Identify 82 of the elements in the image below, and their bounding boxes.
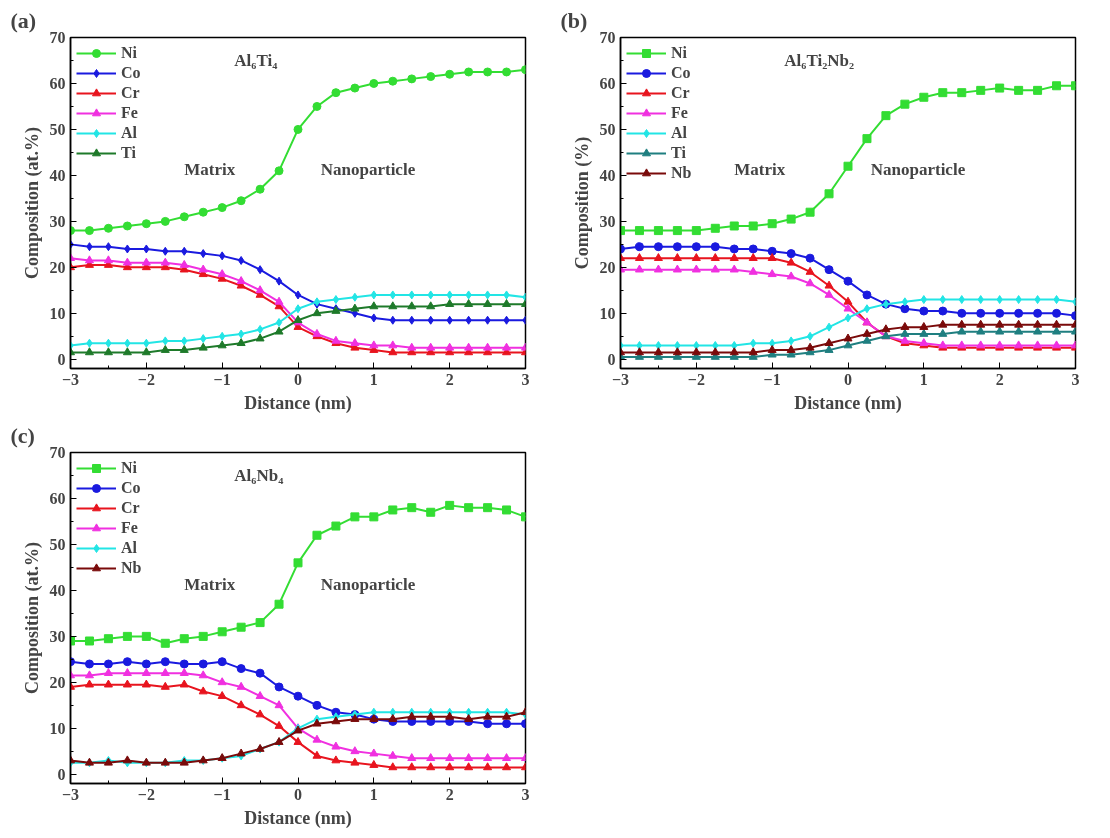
y-tick-label: 50 — [49, 120, 66, 138]
legend-label: Fe — [121, 519, 139, 537]
annotation: Nanoparticle — [320, 160, 416, 180]
x-axis-title: Distance (nm) — [244, 807, 352, 829]
y-tick-label: 20 — [599, 258, 616, 276]
annotation: Nanoparticle — [870, 160, 966, 180]
legend-label: Fe — [671, 104, 689, 122]
x-tick-label: −1 — [763, 370, 781, 388]
y-axis-title: Composition (at.%) — [21, 127, 43, 279]
x-tick-label: 3 — [1071, 370, 1080, 388]
x-tick-label: −3 — [611, 370, 630, 388]
legend-label: Ni — [121, 44, 138, 62]
x-tick-label: 2 — [445, 785, 454, 803]
annotation: Nanoparticle — [320, 575, 416, 595]
legend-label: Co — [671, 64, 691, 82]
x-tick-label: 1 — [369, 785, 378, 803]
annotation: Al₆Nb₄ — [234, 466, 284, 486]
x-tick-label: 2 — [445, 370, 454, 388]
y-tick-label: 10 — [599, 304, 616, 322]
x-tick-label: −1 — [213, 370, 231, 388]
legend-label: Cr — [121, 84, 141, 102]
annotation: Al₆Ti₄ — [234, 51, 278, 71]
x-axis-title: Distance (nm) — [794, 392, 902, 414]
y-tick-label: 60 — [49, 489, 66, 507]
legend-label: Ni — [121, 459, 138, 477]
x-tick-label: −3 — [61, 370, 80, 388]
y-tick-label: 50 — [599, 120, 616, 138]
y-tick-label: 20 — [49, 673, 66, 691]
x-tick-label: −2 — [137, 370, 155, 388]
x-tick-label: 0 — [294, 370, 302, 388]
y-tick-label: 30 — [599, 212, 616, 230]
legend-label: Cr — [121, 499, 141, 517]
annotation: Matrix — [734, 160, 786, 180]
chart-title: (a) — [10, 7, 37, 33]
legend-label: Ni — [671, 44, 688, 62]
y-tick-label: 30 — [49, 212, 66, 230]
legend-label: Fe — [121, 104, 139, 122]
y-tick-label: 60 — [599, 74, 616, 92]
legend-label: Cr — [671, 84, 691, 102]
legend-label: Al — [671, 124, 688, 142]
legend-label: Nb — [671, 164, 692, 182]
y-tick-label: 0 — [607, 350, 616, 368]
annotation: Matrix — [184, 575, 236, 595]
legend-label: Al — [121, 539, 138, 557]
y-tick-label: 10 — [49, 719, 66, 737]
y-axis-title: Composition (%) — [571, 136, 593, 270]
x-tick-label: 1 — [919, 370, 928, 388]
x-tick-label: −1 — [213, 785, 231, 803]
y-tick-label: 70 — [599, 29, 616, 46]
y-tick-label: 30 — [49, 627, 66, 645]
y-tick-label: 60 — [49, 74, 66, 92]
y-tick-label: 40 — [49, 166, 66, 184]
x-tick-label: 0 — [294, 785, 302, 803]
x-tick-label: 3 — [521, 785, 530, 803]
y-tick-label: 20 — [49, 258, 66, 276]
legend-label: Al — [121, 124, 138, 142]
legend-label: Co — [121, 479, 141, 497]
annotation: Matrix — [184, 160, 236, 180]
x-tick-label: 3 — [521, 370, 530, 388]
x-tick-label: 2 — [995, 370, 1004, 388]
legend-label: Nb — [121, 559, 142, 577]
chart-title: (b) — [560, 7, 588, 33]
y-tick-label: 70 — [49, 444, 66, 461]
y-tick-label: 0 — [57, 765, 66, 783]
y-tick-label: 40 — [599, 166, 616, 184]
x-tick-label: −3 — [61, 785, 80, 803]
y-tick-label: 70 — [49, 29, 66, 46]
x-tick-label: 1 — [369, 370, 378, 388]
y-axis-title: Composition (at.%) — [21, 542, 43, 694]
y-tick-label: 50 — [49, 535, 66, 553]
chart-title: (c) — [10, 422, 35, 448]
y-tick-label: 0 — [57, 350, 66, 368]
legend-label: Co — [121, 64, 141, 82]
x-tick-label: −2 — [137, 785, 155, 803]
legend-label: Ti — [671, 144, 687, 162]
y-tick-label: 10 — [49, 304, 66, 322]
legend-label: Ti — [121, 144, 137, 162]
y-tick-label: 40 — [49, 581, 66, 599]
x-axis-title: Distance (nm) — [244, 392, 352, 414]
x-tick-label: −2 — [687, 370, 705, 388]
annotation: Al₆Ti₂Nb₂ — [784, 51, 855, 71]
x-tick-label: 0 — [844, 370, 852, 388]
